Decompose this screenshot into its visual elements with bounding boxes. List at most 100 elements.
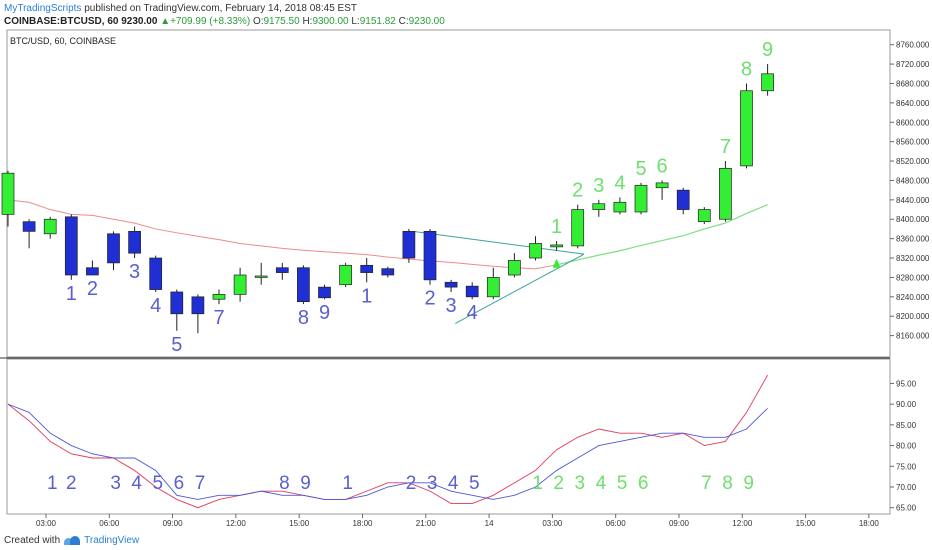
price-tick-label: 8560.000 <box>896 138 930 147</box>
setup-count-label: 2 <box>87 278 98 300</box>
oscillator-count-label: 3 <box>110 473 121 494</box>
bear-candle <box>107 233 120 264</box>
bull-candle <box>613 201 627 213</box>
price-tick-label: 8520.000 <box>896 157 930 166</box>
setup-count-label: 1 <box>66 283 77 305</box>
oscillator-count-label: 3 <box>427 473 438 494</box>
bear-candle <box>381 268 395 276</box>
oscillator-count-label: 6 <box>638 473 649 494</box>
price-chart[interactable]: BTC/USD, 60, COINBASE8160.0008200.000824… <box>0 28 932 530</box>
time-tick-label: 12:00 <box>732 519 753 528</box>
price-tick-label: 8440.000 <box>896 196 930 205</box>
bull-candle <box>719 167 732 220</box>
bull-candle <box>508 260 521 276</box>
pane-title: BTC/USD, 60, COINBASE <box>10 36 116 46</box>
close-value: 9230.00 <box>408 16 445 27</box>
time-tick-label: 18:00 <box>352 519 373 528</box>
bear-candle <box>22 221 36 232</box>
open-label: O: <box>252 16 264 27</box>
oscillator-count-label: 5 <box>153 473 164 494</box>
bear-candle <box>86 267 99 276</box>
time-tick-label: 15:00 <box>796 519 817 528</box>
author-link[interactable]: MyTradingScripts <box>4 3 82 14</box>
bull-candle <box>529 243 542 259</box>
setup-count-label: 2 <box>572 180 583 202</box>
bear-candle <box>64 216 78 276</box>
oscillator-count-label: 1 <box>47 473 58 494</box>
bear-candle <box>402 231 416 259</box>
setup-count-label: 1 <box>361 285 372 307</box>
bear-candle <box>128 231 141 254</box>
price-change: ▲+709.99 (+8.33%) <box>160 16 251 27</box>
bear-candle <box>360 264 374 273</box>
open-value: 9175.50 <box>263 16 300 27</box>
setup-count-label: 6 <box>657 155 668 177</box>
bear-candle <box>444 281 458 288</box>
setup-count-label: 2 <box>424 288 435 310</box>
bull-candle <box>740 90 753 167</box>
oscillator-count-label: 2 <box>406 473 417 494</box>
oscillator-count-label: 9 <box>300 473 311 494</box>
chart-header: MyTradingScripts published on TradingVie… <box>4 2 445 28</box>
setup-count-label: 3 <box>446 295 457 317</box>
osc-tick-label: 85.00 <box>896 421 917 430</box>
setup-count-label: 1 <box>551 216 562 238</box>
bull-candle <box>655 182 669 189</box>
setup-count-label: 5 <box>171 334 182 356</box>
oscillator-count-label: 7 <box>701 473 712 494</box>
oscillator-pane-frame <box>6 358 891 515</box>
bull-candle <box>1 172 15 215</box>
price-tick-label: 8360.000 <box>896 235 930 244</box>
price-tick-label: 8240.000 <box>896 293 930 302</box>
time-tick-label: 15:00 <box>289 519 310 528</box>
price-tick-label: 8160.000 <box>896 332 930 341</box>
tradingview-link[interactable]: TradingView <box>84 535 140 546</box>
price-tick-label: 8760.000 <box>896 41 930 50</box>
bull-candle <box>43 218 57 235</box>
oscillator-count-label: 9 <box>743 473 754 494</box>
oscillator-count-label: 3 <box>575 473 586 494</box>
oscillator-count-label: 7 <box>195 473 206 494</box>
trendline <box>455 253 585 324</box>
setup-count-label: 7 <box>720 136 731 158</box>
time-tick-label: 14 <box>485 519 494 528</box>
time-tick-label: 06:00 <box>99 519 120 528</box>
bear-candle <box>275 267 289 273</box>
price-tick-label: 8640.000 <box>896 99 930 108</box>
publish-line: MyTradingScripts published on TradingVie… <box>4 2 445 15</box>
bull-candle <box>254 275 268 278</box>
bull-candle <box>592 203 606 210</box>
time-tick-label: 03:00 <box>36 519 57 528</box>
tradingview-logo-icon <box>64 536 81 545</box>
osc-tick-label: 90.00 <box>896 400 917 409</box>
osc-tick-label: 75.00 <box>896 462 917 471</box>
price-tick-label: 8680.000 <box>896 79 930 88</box>
oscillator-count-label: 5 <box>469 473 480 494</box>
osc-tick-label: 80.00 <box>896 442 917 451</box>
publish-info: published on TradingView.com, February 1… <box>84 3 357 14</box>
oscillator-count-label: 8 <box>722 473 733 494</box>
price-tick-label: 8200.000 <box>896 312 930 321</box>
price-tick-label: 8400.000 <box>896 215 930 224</box>
oscillator-count-label: 4 <box>131 473 142 494</box>
footer: Created with TradingView <box>4 535 139 546</box>
quote-line: COINBASE:BTCUSD, 60 9230.00 ▲+709.99 (+8… <box>4 15 445 28</box>
oscillator-count-label: 1 <box>532 473 543 494</box>
price-tick-label: 8720.000 <box>896 60 930 69</box>
created-with-label: Created with <box>4 535 61 546</box>
bear-candle <box>676 189 690 210</box>
price-tick-label: 8480.000 <box>896 176 930 185</box>
price-tick-label: 8320.000 <box>896 254 930 263</box>
setup-count-label: 8 <box>741 58 752 80</box>
osc-tick-label: 70.00 <box>896 483 917 492</box>
bull-candle <box>697 209 711 223</box>
high-label: H: <box>302 16 313 27</box>
setup-count-label: 4 <box>150 295 161 317</box>
price-tick-label: 8280.000 <box>896 273 930 282</box>
time-tick-label: 06:00 <box>606 519 627 528</box>
bull-candle <box>634 184 648 213</box>
time-tick-label: 12:00 <box>226 519 247 528</box>
oscillator-count-label: 6 <box>174 473 185 494</box>
moving-average-red <box>7 199 557 270</box>
low-label: L: <box>351 16 360 27</box>
